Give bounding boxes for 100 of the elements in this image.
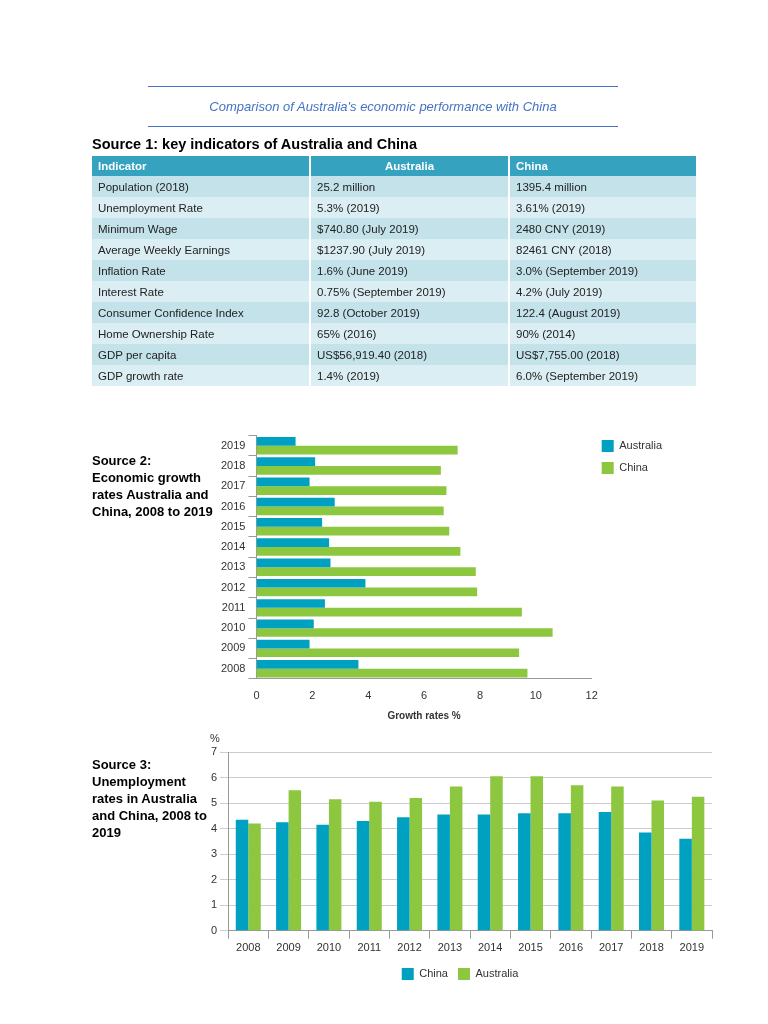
- bar: [397, 817, 410, 931]
- text: $740.80 (July 2019): [317, 222, 419, 235]
- category-label: Australia: [310, 156, 509, 176]
- bar: [256, 578, 366, 588]
- bar: [256, 486, 447, 495]
- bar: [256, 587, 478, 597]
- bar: [328, 799, 342, 931]
- text: US$56,919.40 (2018): [317, 348, 427, 361]
- bar: [679, 838, 692, 931]
- category-label: Interest Rate: [98, 285, 164, 298]
- y-tick-label: 2013: [220, 560, 246, 573]
- category-label: GDP growth rate: [98, 369, 184, 382]
- y-tick-label: 1: [210, 898, 218, 911]
- category-label: Inflation Rate: [98, 264, 166, 277]
- text: 6.0% (September 2019): [516, 369, 639, 382]
- text: 82461 CNY (2018): [516, 243, 612, 256]
- bar: [256, 538, 330, 548]
- category-label: Unemployment Rate: [98, 201, 203, 214]
- x-tick-label: 2017: [598, 941, 624, 954]
- x-tick-label: 2013: [437, 941, 463, 954]
- bar: [256, 599, 325, 608]
- y-tick-label: 2009: [220, 641, 246, 654]
- x-tick-label: 2012: [397, 941, 422, 954]
- y-tick-label: 2: [210, 872, 218, 885]
- text: 2480 CNY (2019): [516, 222, 606, 235]
- y-tick-label: 2010: [220, 621, 246, 634]
- bar: [256, 558, 331, 568]
- text: Source 1: key indicators of Australia and China: [92, 136, 417, 152]
- x-tick-label: 0: [253, 689, 260, 702]
- text: 92.8 (October 2019): [317, 306, 420, 319]
- bar: [256, 659, 359, 669]
- text: Comparison of Australia's economic performance with China: [208, 99, 558, 114]
- bar: [490, 776, 503, 931]
- y-tick-label: 4: [210, 821, 218, 834]
- bar: [611, 786, 624, 931]
- x-tick-label: 2018: [639, 941, 664, 954]
- bar: [256, 547, 461, 556]
- x-tick-label: 12: [585, 689, 598, 702]
- y-tick-label: 2018: [220, 459, 246, 472]
- y-tick-label: 3: [210, 847, 218, 860]
- bar: [598, 812, 612, 931]
- category-label: Population (2018): [98, 180, 189, 193]
- bar: [530, 776, 544, 931]
- x-tick-label: 2019: [679, 941, 705, 954]
- bar: [256, 466, 441, 475]
- y-tick-label: 7: [210, 745, 218, 758]
- category-label: Minimum Wage: [98, 222, 178, 235]
- y-tick-label: 2015: [220, 519, 246, 532]
- bar: [256, 648, 520, 658]
- text: 90% (2014): [516, 327, 576, 340]
- category-label: Indicator: [92, 156, 310, 176]
- x-axis-title: Growth rates %: [387, 709, 461, 721]
- category-label: Average Weekly Earnings: [98, 243, 230, 256]
- x-tick-label: 2011: [357, 941, 382, 954]
- bar: [256, 526, 450, 536]
- text: 0.75% (September 2019): [317, 285, 446, 298]
- bar: [570, 785, 584, 931]
- bar: [248, 823, 261, 931]
- category-label: GDP per capita: [98, 348, 177, 361]
- y-tick-label: 0: [210, 923, 218, 936]
- bar: [651, 800, 665, 931]
- category-label: Home Ownership Rate: [98, 327, 215, 340]
- bar: [639, 832, 652, 931]
- text: 122.4 (August 2019): [516, 306, 621, 319]
- bar: [256, 518, 323, 527]
- x-tick-label: 2008: [236, 941, 261, 954]
- bar: [477, 814, 491, 931]
- text: 1395.4 million: [516, 180, 587, 193]
- text: 1.4% (2019): [317, 369, 380, 382]
- text: $1237.90 (July 2019): [317, 243, 426, 256]
- y-tick-label: 5: [210, 796, 218, 809]
- text: Source 2: Economic growth rates Australia and China, 2008 to 2019: [92, 452, 214, 520]
- y-tick-label: 2011: [221, 600, 246, 613]
- legend-label: China: [419, 967, 449, 980]
- bar: [437, 814, 450, 931]
- bar: [256, 437, 296, 446]
- bar: [256, 445, 458, 455]
- text: US$7,755.00 (2018): [516, 348, 620, 361]
- bar: [256, 628, 553, 637]
- bar: [558, 813, 571, 931]
- bar: [256, 497, 335, 507]
- bar: [356, 820, 370, 931]
- bar: [409, 797, 423, 931]
- bar: [256, 639, 310, 649]
- x-tick-label: 2016: [558, 941, 584, 954]
- x-tick-label: 6: [421, 689, 428, 702]
- y-tick-label: 6: [210, 770, 218, 783]
- bar: [256, 668, 528, 678]
- bar: [276, 822, 289, 931]
- bar: [256, 506, 444, 516]
- category-label: China: [509, 156, 696, 176]
- bar: [256, 619, 314, 629]
- text: Source 3: Unemployment rates in Australia and China, 2008 to 2019: [92, 757, 207, 840]
- bar: [256, 607, 522, 617]
- bar: [256, 457, 316, 466]
- y-tick-label: 2017: [220, 479, 246, 492]
- x-tick-label: 2010: [316, 941, 342, 954]
- x-tick-label: 8: [476, 689, 484, 702]
- y-tick-label: 2012: [220, 580, 246, 593]
- y-tick-label: 2014: [220, 540, 246, 553]
